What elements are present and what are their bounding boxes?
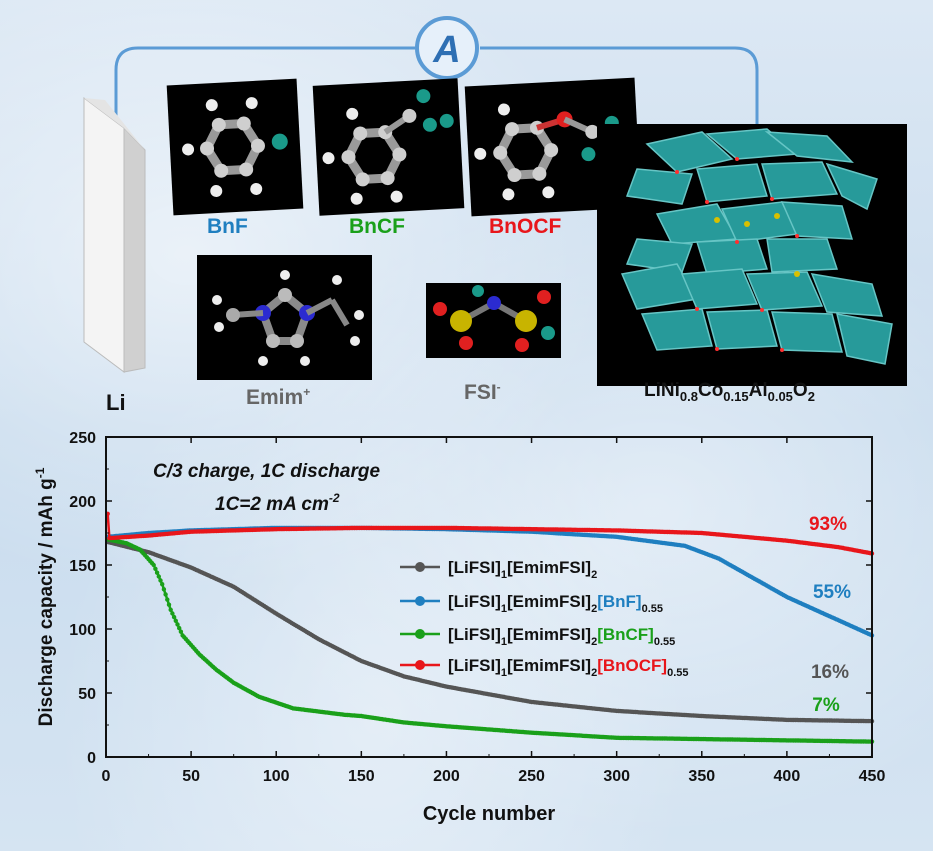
data-point bbox=[173, 618, 178, 623]
legend-swatch-marker bbox=[415, 596, 425, 606]
data-point bbox=[154, 570, 160, 575]
additive-label-bnocf: BnOCF bbox=[489, 215, 562, 238]
data-point bbox=[161, 587, 167, 592]
retention-label: 55% bbox=[813, 582, 851, 603]
x-axis-label: Cycle number bbox=[423, 803, 555, 825]
data-point bbox=[170, 611, 175, 616]
y-tick-label: 250 bbox=[69, 430, 96, 447]
ammeter-circle bbox=[415, 16, 479, 80]
data-point bbox=[156, 574, 161, 579]
data-point bbox=[153, 566, 158, 571]
x-tick-label: 300 bbox=[603, 768, 630, 785]
data-point bbox=[158, 578, 163, 583]
x-tick-label: 100 bbox=[263, 768, 290, 785]
y-tick-label: 0 bbox=[87, 750, 96, 767]
series-3 bbox=[105, 511, 875, 556]
additive-label-bncf: BnCF bbox=[349, 215, 405, 238]
circuit-wire bbox=[114, 46, 759, 130]
y-tick-label: 200 bbox=[69, 494, 96, 511]
data-point bbox=[177, 625, 182, 631]
annotation-line2: 1C=2 mA cm-2 bbox=[215, 491, 340, 515]
emim-molecule-image bbox=[197, 255, 372, 380]
legend-swatch-marker bbox=[415, 629, 425, 639]
legend-label: [LiFSI]1[EmimFSI]2[BnOCF]0.55 bbox=[448, 656, 689, 679]
data-point bbox=[160, 582, 165, 587]
data-point bbox=[163, 592, 168, 597]
y-axis-label: Discharge capacity / mAh g-1 bbox=[33, 467, 57, 726]
x-tick-label: 350 bbox=[688, 768, 715, 785]
li-electrode bbox=[83, 97, 146, 373]
anion-label: FSI- bbox=[464, 380, 501, 404]
legend: [LiFSI]1[EmimFSI]2 [LiFSI]1[EmimFSI]2[BnF… bbox=[400, 558, 689, 679]
retention-label: 93% bbox=[809, 514, 847, 535]
y-tick-label: 150 bbox=[69, 558, 96, 575]
cathode-formula: LiNi0.8Co0.15Al0.05O2 bbox=[644, 380, 815, 404]
data-point bbox=[165, 597, 170, 602]
data-point bbox=[151, 562, 156, 568]
data-point bbox=[166, 602, 172, 607]
ammeter-label: A bbox=[432, 29, 460, 71]
legend-label: [LiFSI]1[EmimFSI]2[BnF]0.55 bbox=[448, 592, 663, 615]
cycling-chart: C/3 charge, 1C discharge 1C=2 mA cm-2 Cy… bbox=[33, 430, 886, 825]
series-line bbox=[106, 513, 873, 555]
cathode-structure-image bbox=[597, 124, 907, 386]
legend-swatch-marker bbox=[415, 562, 425, 572]
bncf-molecule-image bbox=[312, 78, 465, 216]
x-tick-label: 250 bbox=[518, 768, 545, 785]
x-tick-label: 0 bbox=[102, 768, 111, 785]
data-point bbox=[171, 614, 177, 620]
annotation-line1: C/3 charge, 1C discharge bbox=[153, 461, 380, 482]
y-tick-label: 50 bbox=[78, 686, 96, 703]
series-2 bbox=[105, 537, 875, 744]
data-point bbox=[168, 607, 173, 612]
x-tick-label: 400 bbox=[774, 768, 801, 785]
x-tick-label: 450 bbox=[859, 768, 886, 785]
schematic: A Li bbox=[83, 16, 759, 415]
legend-label: [LiFSI]1[EmimFSI]2[BnCF]0.55 bbox=[448, 625, 675, 648]
cation-label: Emim+ bbox=[246, 385, 311, 409]
y-tick-label: 100 bbox=[69, 622, 96, 639]
additive-label-bnf: BnF bbox=[207, 215, 248, 238]
data-point bbox=[175, 622, 180, 627]
fsi-molecule-image bbox=[426, 283, 561, 358]
anode-label: Li bbox=[106, 390, 126, 415]
retention-label: 7% bbox=[812, 695, 840, 716]
x-tick-label: 150 bbox=[348, 768, 375, 785]
legend-label: [LiFSI]1[EmimFSI]2 bbox=[448, 558, 597, 581]
legend-swatch-marker bbox=[415, 660, 425, 670]
series-0 bbox=[105, 539, 875, 724]
data-point bbox=[178, 629, 184, 634]
x-tick-label: 200 bbox=[433, 768, 460, 785]
bnf-molecule-image bbox=[166, 78, 304, 216]
retention-label: 16% bbox=[811, 662, 849, 683]
x-tick-label: 50 bbox=[182, 768, 200, 785]
